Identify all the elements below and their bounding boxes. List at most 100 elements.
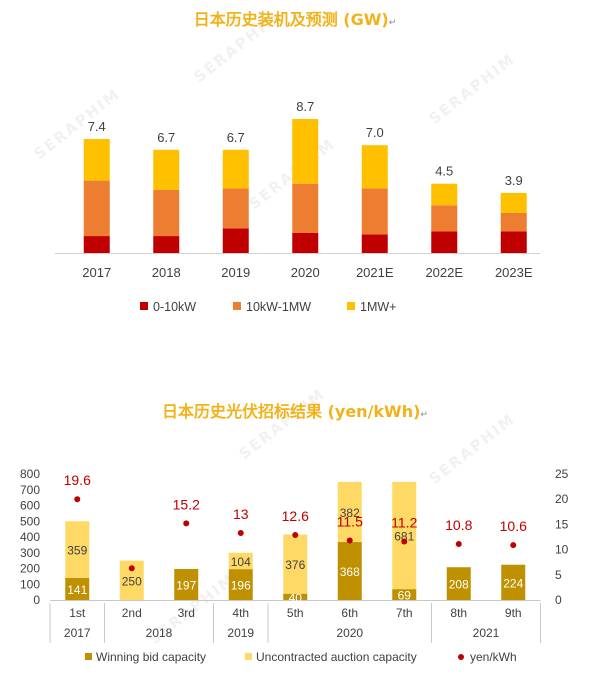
bar-segment-winning [501,564,526,600]
bar-value-label: 224 [503,576,523,590]
bar-segment-0-10kW [292,232,319,253]
left-axis-tick: 0 [33,593,40,607]
category-label: 2022E [425,265,463,280]
legend-swatch-0-10kW [140,302,148,310]
legend-swatch-winning [85,653,92,660]
price-point [401,538,408,545]
price-label: 10.6 [500,518,527,534]
legend-label: 1MW+ [360,300,396,314]
total-label: 7.4 [88,119,106,134]
return-mark: ↵ [420,410,428,420]
bar-segment-0-10kW [361,234,388,253]
price-point [510,542,517,549]
right-axis-tick: 25 [555,467,569,481]
category-label: 2018 [152,265,181,280]
bar-segment-1MW+ [222,149,249,189]
bar-segment-1MW+ [361,145,388,189]
group-label: 2020 [336,626,363,640]
bar-segment-10kW-1MW [83,180,110,237]
bar-segment-1MW+ [83,139,110,181]
category-label: 3rd [178,606,195,620]
right-axis-tick: 0 [555,593,562,607]
right-axis-tick: 5 [555,568,562,582]
category-label: 4th [232,606,249,620]
category-label: 9th [505,606,522,620]
price-label: 10.8 [445,517,472,533]
legend-label: Winning bid capacity [96,650,206,664]
category-label: 2019 [221,265,250,280]
left-axis-tick: 100 [20,577,40,591]
legend-label: Uncontracted auction capacity [256,650,417,664]
left-axis-tick: 800 [20,467,40,481]
bar-segment-1MW+ [431,183,458,206]
total-label: 7.0 [366,125,384,140]
chart-title-1-text: 日本历史装机及预测 (GW) [193,10,389,29]
chart-title-2-text: 日本历史光伏招标结果 (yen/kWh) [162,402,421,421]
bar-segment-uncontracted [337,481,362,543]
bar-segment-winning [228,569,253,600]
category-label: 2020 [291,265,320,280]
legend-swatch-price [458,654,464,660]
group-label: 2019 [227,626,254,640]
left-axis-tick: 400 [20,530,40,544]
bar-segment-0-10kW [83,236,110,253]
bar-value-label: 141 [67,583,87,597]
price-point [74,496,81,503]
bar-value-label: 359 [67,544,87,558]
chart-title-1: 日本历史装机及预测 (GW)↵ [0,6,590,30]
legend-swatch-1MW+ [347,302,355,310]
price-point [237,529,244,536]
bar-segment-1MW+ [292,119,319,184]
price-point [128,565,135,572]
price-label: 19.6 [64,472,91,488]
category-label: 2017 [82,265,111,280]
price-point [183,520,190,527]
bar-segment-winning [65,577,90,600]
right-axis-tick: 10 [555,543,569,557]
group-label: 2021 [473,626,500,640]
chart-title-2: 日本历史光伏招标结果 (yen/kWh)↵ [0,398,590,422]
total-label: 6.7 [157,130,175,145]
price-label: 15.2 [173,496,200,512]
bar-segment-winning [337,542,362,600]
category-label: 8th [450,606,467,620]
bar-segment-0-10kW [431,231,458,253]
legend-label: 0-10kW [153,300,196,314]
category-label: 2023E [495,265,533,280]
category-label: 2nd [122,606,142,620]
bar-segment-0-10kW [222,228,249,253]
total-label: 8.7 [296,99,314,114]
category-label: 5th [287,606,304,620]
bar-segment-10kW-1MW [500,212,527,232]
left-axis-tick: 700 [20,483,40,497]
bar-value-label: 208 [449,578,469,592]
category-label: 7th [396,606,413,620]
right-axis-tick: 20 [555,492,569,506]
left-axis-tick: 200 [20,562,40,576]
installation-chart: 7.4 2017 6.7 2018 6.7 2019 8.7 2020 7.0 2021E 4.5 2… [55,99,540,314]
left-axis-tick: 300 [20,546,40,560]
bar-segment-10kW-1MW [431,205,458,232]
bar-segment-uncontracted [283,534,308,594]
bar-segment-uncontracted [65,521,90,578]
bar-segment-winning [174,568,199,600]
price-point [346,537,353,544]
legend-swatch-10kW-1MW [233,302,241,310]
price-point [292,531,299,538]
total-label: 3.9 [505,173,523,188]
price-label: 11.2 [391,515,417,531]
bar-segment-uncontracted [392,481,417,590]
category-label: 6th [341,606,358,620]
right-axis-tick: 15 [555,517,569,531]
bar-segment-winning [392,589,417,600]
total-label: 6.7 [227,130,245,145]
bar-segment-10kW-1MW [361,188,388,235]
bar-segment-10kW-1MW [292,183,319,233]
bar-segment-1MW+ [153,149,180,190]
bar-value-label: 368 [340,565,360,579]
group-label: 2018 [146,626,173,640]
price-label: 13 [233,506,249,522]
bar-segment-10kW-1MW [153,189,180,237]
bar-value-label: 69 [398,589,412,603]
bar-value-label: 376 [285,558,305,572]
